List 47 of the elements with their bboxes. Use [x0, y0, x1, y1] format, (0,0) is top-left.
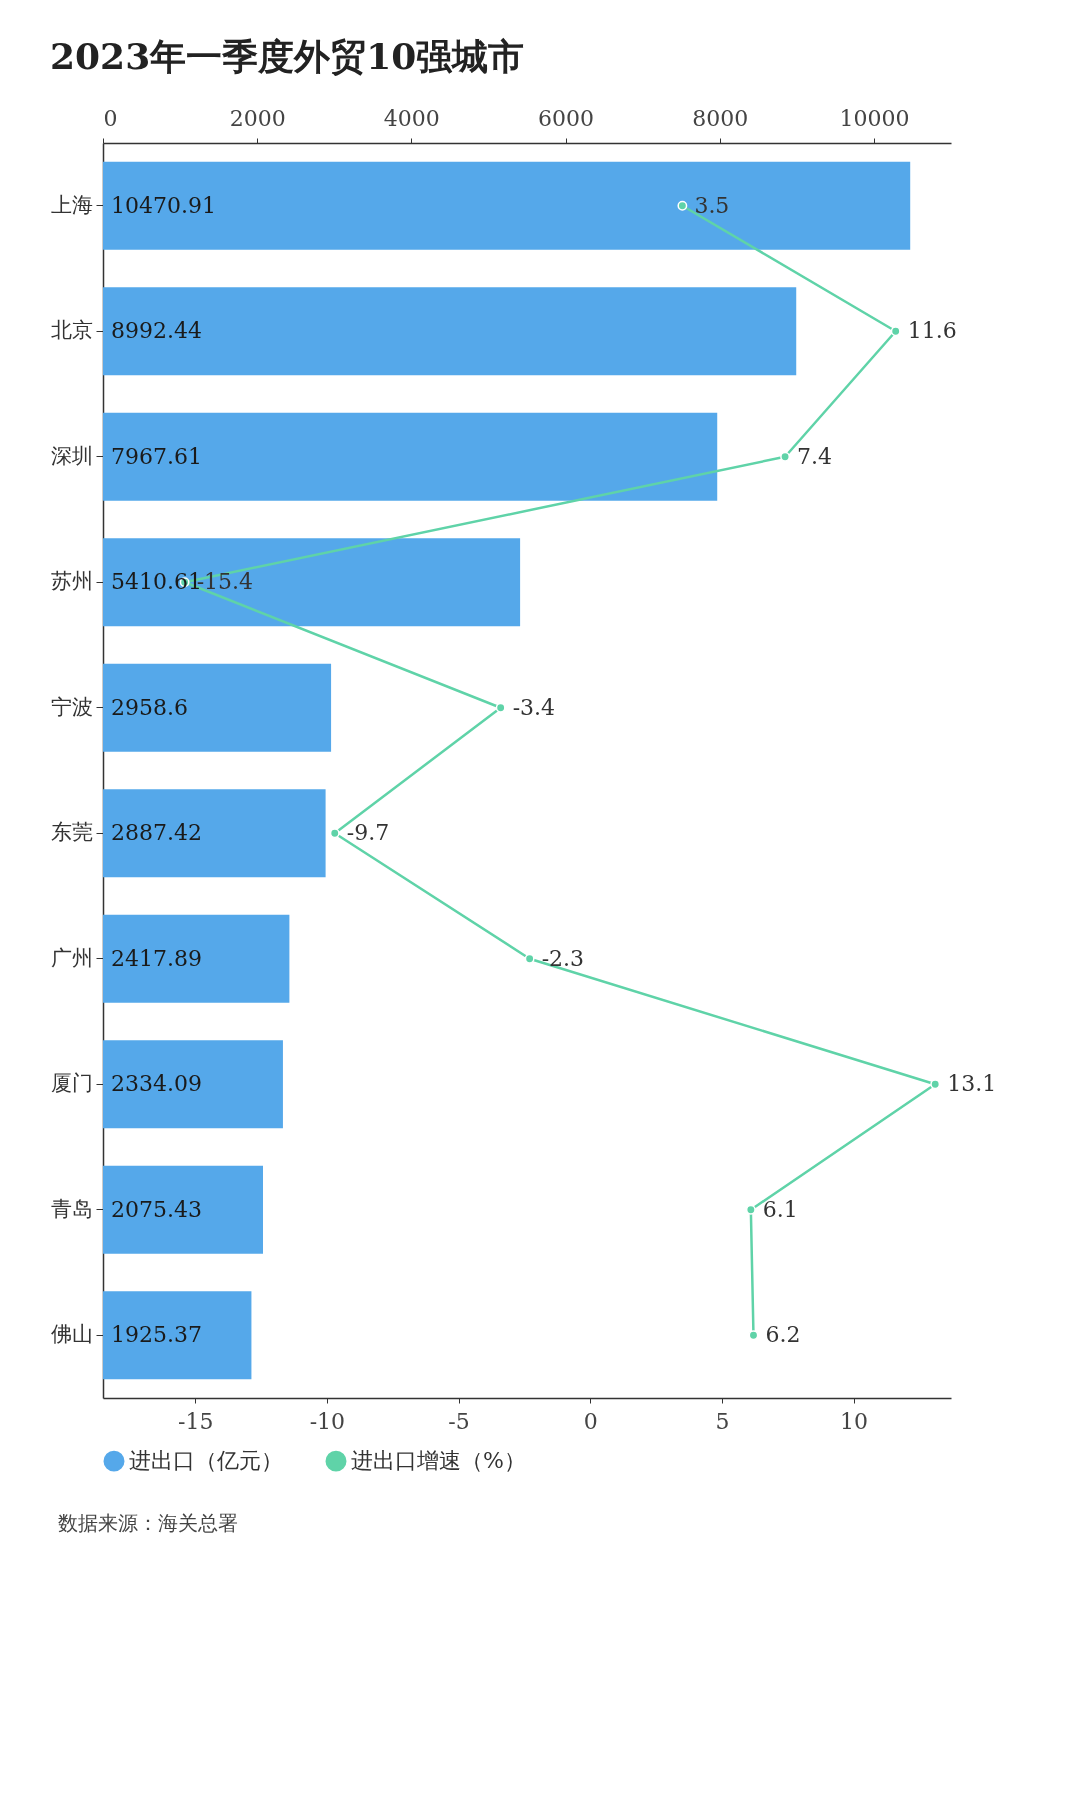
y-tick-label: 青岛: [50, 1196, 93, 1221]
point: [890, 326, 901, 337]
x2-tick-label: 10000: [839, 105, 910, 131]
data-label: 6.1: [762, 1196, 798, 1222]
data-label: -15.4: [196, 569, 254, 595]
data-label: 1925.37: [111, 1322, 202, 1348]
point: [677, 200, 688, 211]
y-tick-label: 深圳: [50, 443, 93, 468]
x-tick-label: 10: [840, 1408, 869, 1434]
data-label: 8992.44: [111, 318, 202, 344]
y-tick-label: 佛山: [50, 1322, 93, 1347]
y-tick-label: 上海: [50, 192, 93, 217]
data-label: 3.5: [694, 192, 730, 218]
x2-tick-label: 2000: [229, 105, 286, 131]
x2-tick-label: 6000: [538, 105, 595, 131]
data-label: 11.6: [907, 318, 957, 344]
y-tick-label: 广州: [50, 945, 93, 970]
x-tick-label: -5: [448, 1408, 470, 1434]
data-label: 2958.6: [111, 694, 188, 720]
legend-label: 进出口增速（%）: [351, 1448, 526, 1474]
data-label: 2887.42: [111, 820, 202, 846]
x2-tick-label: 8000: [692, 105, 749, 131]
y-tick-label: 东莞: [50, 820, 93, 845]
data-label: 13.1: [947, 1071, 997, 1097]
data-label: -3.4: [512, 694, 556, 720]
x2-tick-label: 4000: [383, 105, 440, 131]
x-tick-label: 0: [583, 1408, 598, 1434]
data-label: 2075.43: [111, 1196, 202, 1222]
data-label: -9.7: [346, 820, 390, 846]
chart-title: 2023年一季度外贸10强城市: [50, 35, 525, 77]
x-tick-label: 5: [715, 1408, 730, 1434]
legend-label: 进出口（亿元）: [129, 1448, 283, 1474]
x2-tick-label: 0: [103, 105, 118, 131]
data-label: 10470.91: [111, 192, 216, 218]
data-label: 7.4: [797, 443, 833, 469]
data-label: 2417.89: [111, 945, 202, 971]
data-label: 7967.61: [111, 443, 202, 469]
data-label: 2334.09: [111, 1071, 202, 1097]
y-tick-label: 厦门: [50, 1071, 93, 1096]
y-tick-label: 北京: [50, 318, 93, 343]
source-note: 数据来源：海关总署: [58, 1510, 239, 1537]
y-tick-label: 宁波: [50, 694, 93, 719]
y-tick-label: 苏州: [50, 569, 93, 594]
x-tick-label: -15: [177, 1408, 214, 1434]
x-tick-label: -10: [309, 1408, 346, 1434]
data-label: -2.3: [541, 945, 585, 971]
data-label: 6.2: [765, 1322, 801, 1348]
